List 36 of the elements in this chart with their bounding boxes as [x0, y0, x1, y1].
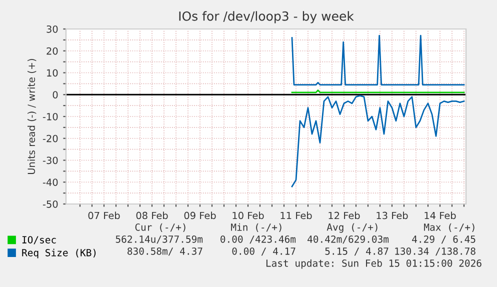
y-tick-label: 30	[46, 25, 58, 33]
text: 0.00 / 4.17	[232, 247, 296, 256]
line-series	[291, 95, 465, 188]
text: Cur (-/+)	[135, 223, 186, 232]
y-tick-label: -50	[42, 200, 58, 208]
y-tick-label: -30	[42, 156, 58, 164]
y-axis-title: Units read (-) / write (+)	[28, 58, 36, 174]
y-tick-label: 0	[52, 91, 58, 98]
line-series	[291, 34, 465, 86]
y-tick-label: 10	[47, 69, 58, 77]
text: 5.15 / 4.87	[325, 247, 388, 256]
text: Last update: Sun Feb 15 01:15:00 2026	[266, 259, 482, 269]
legend-label: IO/sec	[22, 236, 56, 244]
legend-label: Req Size (KB)	[22, 248, 96, 258]
chart-title: IOs for /dev/loop3 - by week	[179, 11, 354, 24]
text: 130.34 /138.78	[395, 247, 476, 256]
x-tick-label: 07 Feb	[88, 212, 120, 220]
y-tick-label: 20	[46, 47, 58, 55]
x-tick-label: 08 Feb	[136, 212, 168, 220]
x-tick-label: 11 Feb	[280, 212, 312, 220]
x-tick-label: 13 Feb	[376, 212, 408, 220]
x-tick-label: 12 Feb	[328, 212, 360, 220]
text: 0.00 /423.46m	[220, 235, 296, 244]
text: Max (-/+)	[424, 223, 474, 232]
text: 562.14u/377.59m	[116, 235, 203, 244]
y-tick-label: -20	[42, 134, 58, 142]
y-tick-label: -10	[42, 112, 58, 120]
x-tick-label: 10 Feb	[232, 212, 264, 220]
text: Min (-/+)	[231, 223, 282, 232]
y-tick-label: -40	[42, 178, 58, 186]
text: 830.58m/ 4.37	[128, 247, 202, 256]
text: 40.42m/629.03m	[308, 235, 389, 244]
text: 4.29 / 6.45	[412, 235, 476, 244]
x-tick-label: 09 Feb	[184, 212, 216, 220]
x-tick-label: 14 Feb	[424, 212, 456, 220]
text: Avg (-/+)	[326, 223, 378, 233]
